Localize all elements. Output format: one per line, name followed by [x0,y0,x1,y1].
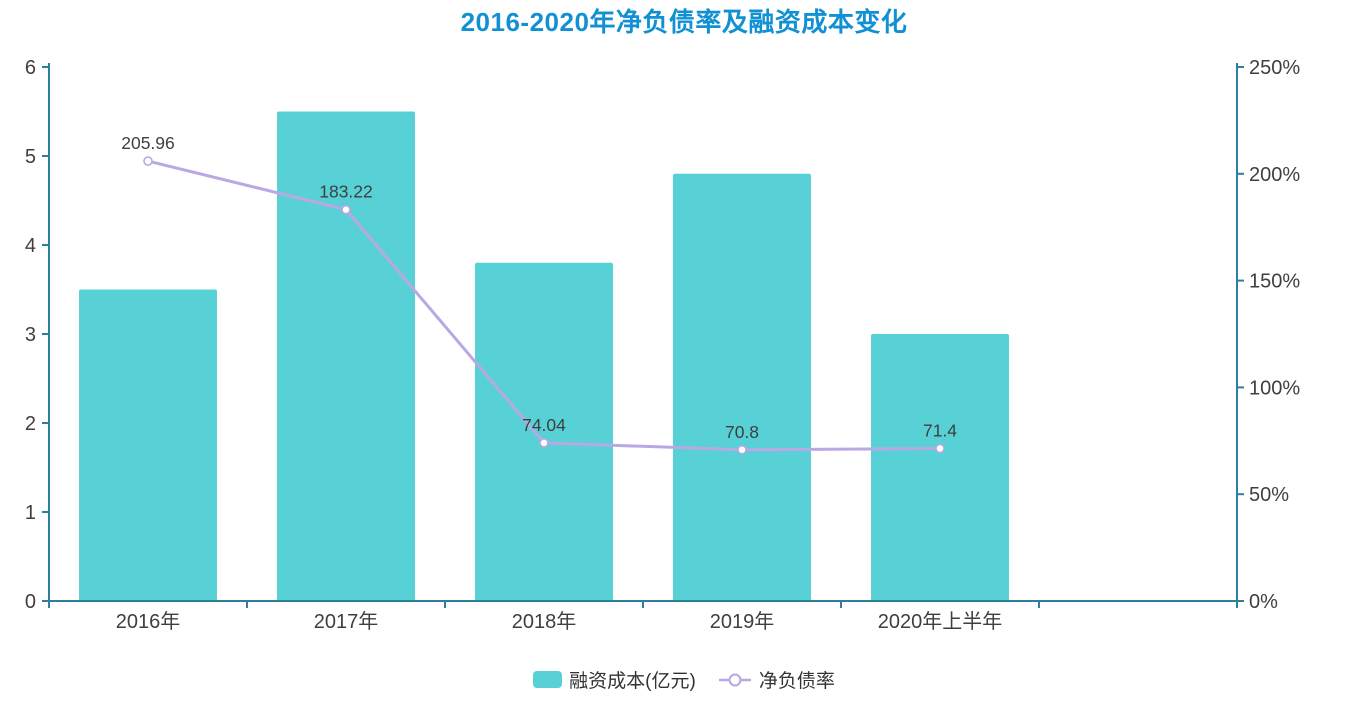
chart-title: 2016-2020年净负债率及融资成本变化 [460,7,908,37]
data-label-2020年上半年: 71.4 [923,420,957,440]
bar-2016年[interactable] [79,289,217,602]
legend-line-circle [728,673,742,686]
line-point-2019年[interactable] [737,444,747,455]
bar-2018年[interactable] [475,262,613,601]
y-right-tick-label: 250% [1249,57,1300,79]
data-label-2019年: 70.8 [725,422,759,442]
line-point-2017年[interactable] [341,204,351,215]
data-label-2017年: 183.22 [319,182,373,202]
y-right-tick-label: 200% [1249,164,1300,186]
line-point-2020年上半年[interactable] [935,443,945,454]
y-right-tick-label: 50% [1249,484,1289,506]
legend-label-financing-cost: 融资成本(亿元) [569,671,696,692]
x-axis-label-2020年上半年: 2020年上半年 [878,610,1003,633]
bar-2019年[interactable] [673,173,811,602]
line-series-marker-icon [718,673,751,686]
data-label-2018年: 74.04 [522,415,566,435]
y-left-tick-label: 6 [25,57,36,79]
x-axis-label-2019年: 2019年 [710,610,775,633]
bar-2017年[interactable] [277,111,415,602]
legend-label-net-debt-ratio: 净负债率 [758,671,835,692]
legend-item-net-debt-ratio[interactable]: 净负债率 [718,666,835,693]
bar-2020年上半年[interactable] [871,334,1009,601]
bar-series-swatch-icon [533,671,563,688]
data-label-2016年: 205.96 [121,133,175,153]
x-axis-label-2016年: 2016年 [116,610,181,633]
line-point-2018年[interactable] [539,438,549,448]
y-left-tick-label: 2 [25,413,36,435]
x-axis-label-2018年: 2018年 [512,610,577,633]
y-right-tick-label: 150% [1249,271,1300,293]
x-axis-label-2017年: 2017年 [314,610,379,633]
y-left-tick-label: 0 [25,591,36,613]
y-left-tick-label: 1 [25,502,36,524]
chart-legend: 融资成本(亿元) 净负债率 [0,666,1368,693]
y-left-tick-label: 4 [25,235,36,257]
legend-item-financing-cost[interactable]: 融资成本(亿元) [533,666,696,693]
y-left-tick-label: 5 [25,146,36,168]
y-right-tick-label: 0% [1249,591,1278,613]
line-point-2016年[interactable] [143,156,153,166]
y-left-tick-label: 3 [25,324,36,346]
y-right-tick-label: 100% [1249,377,1300,399]
